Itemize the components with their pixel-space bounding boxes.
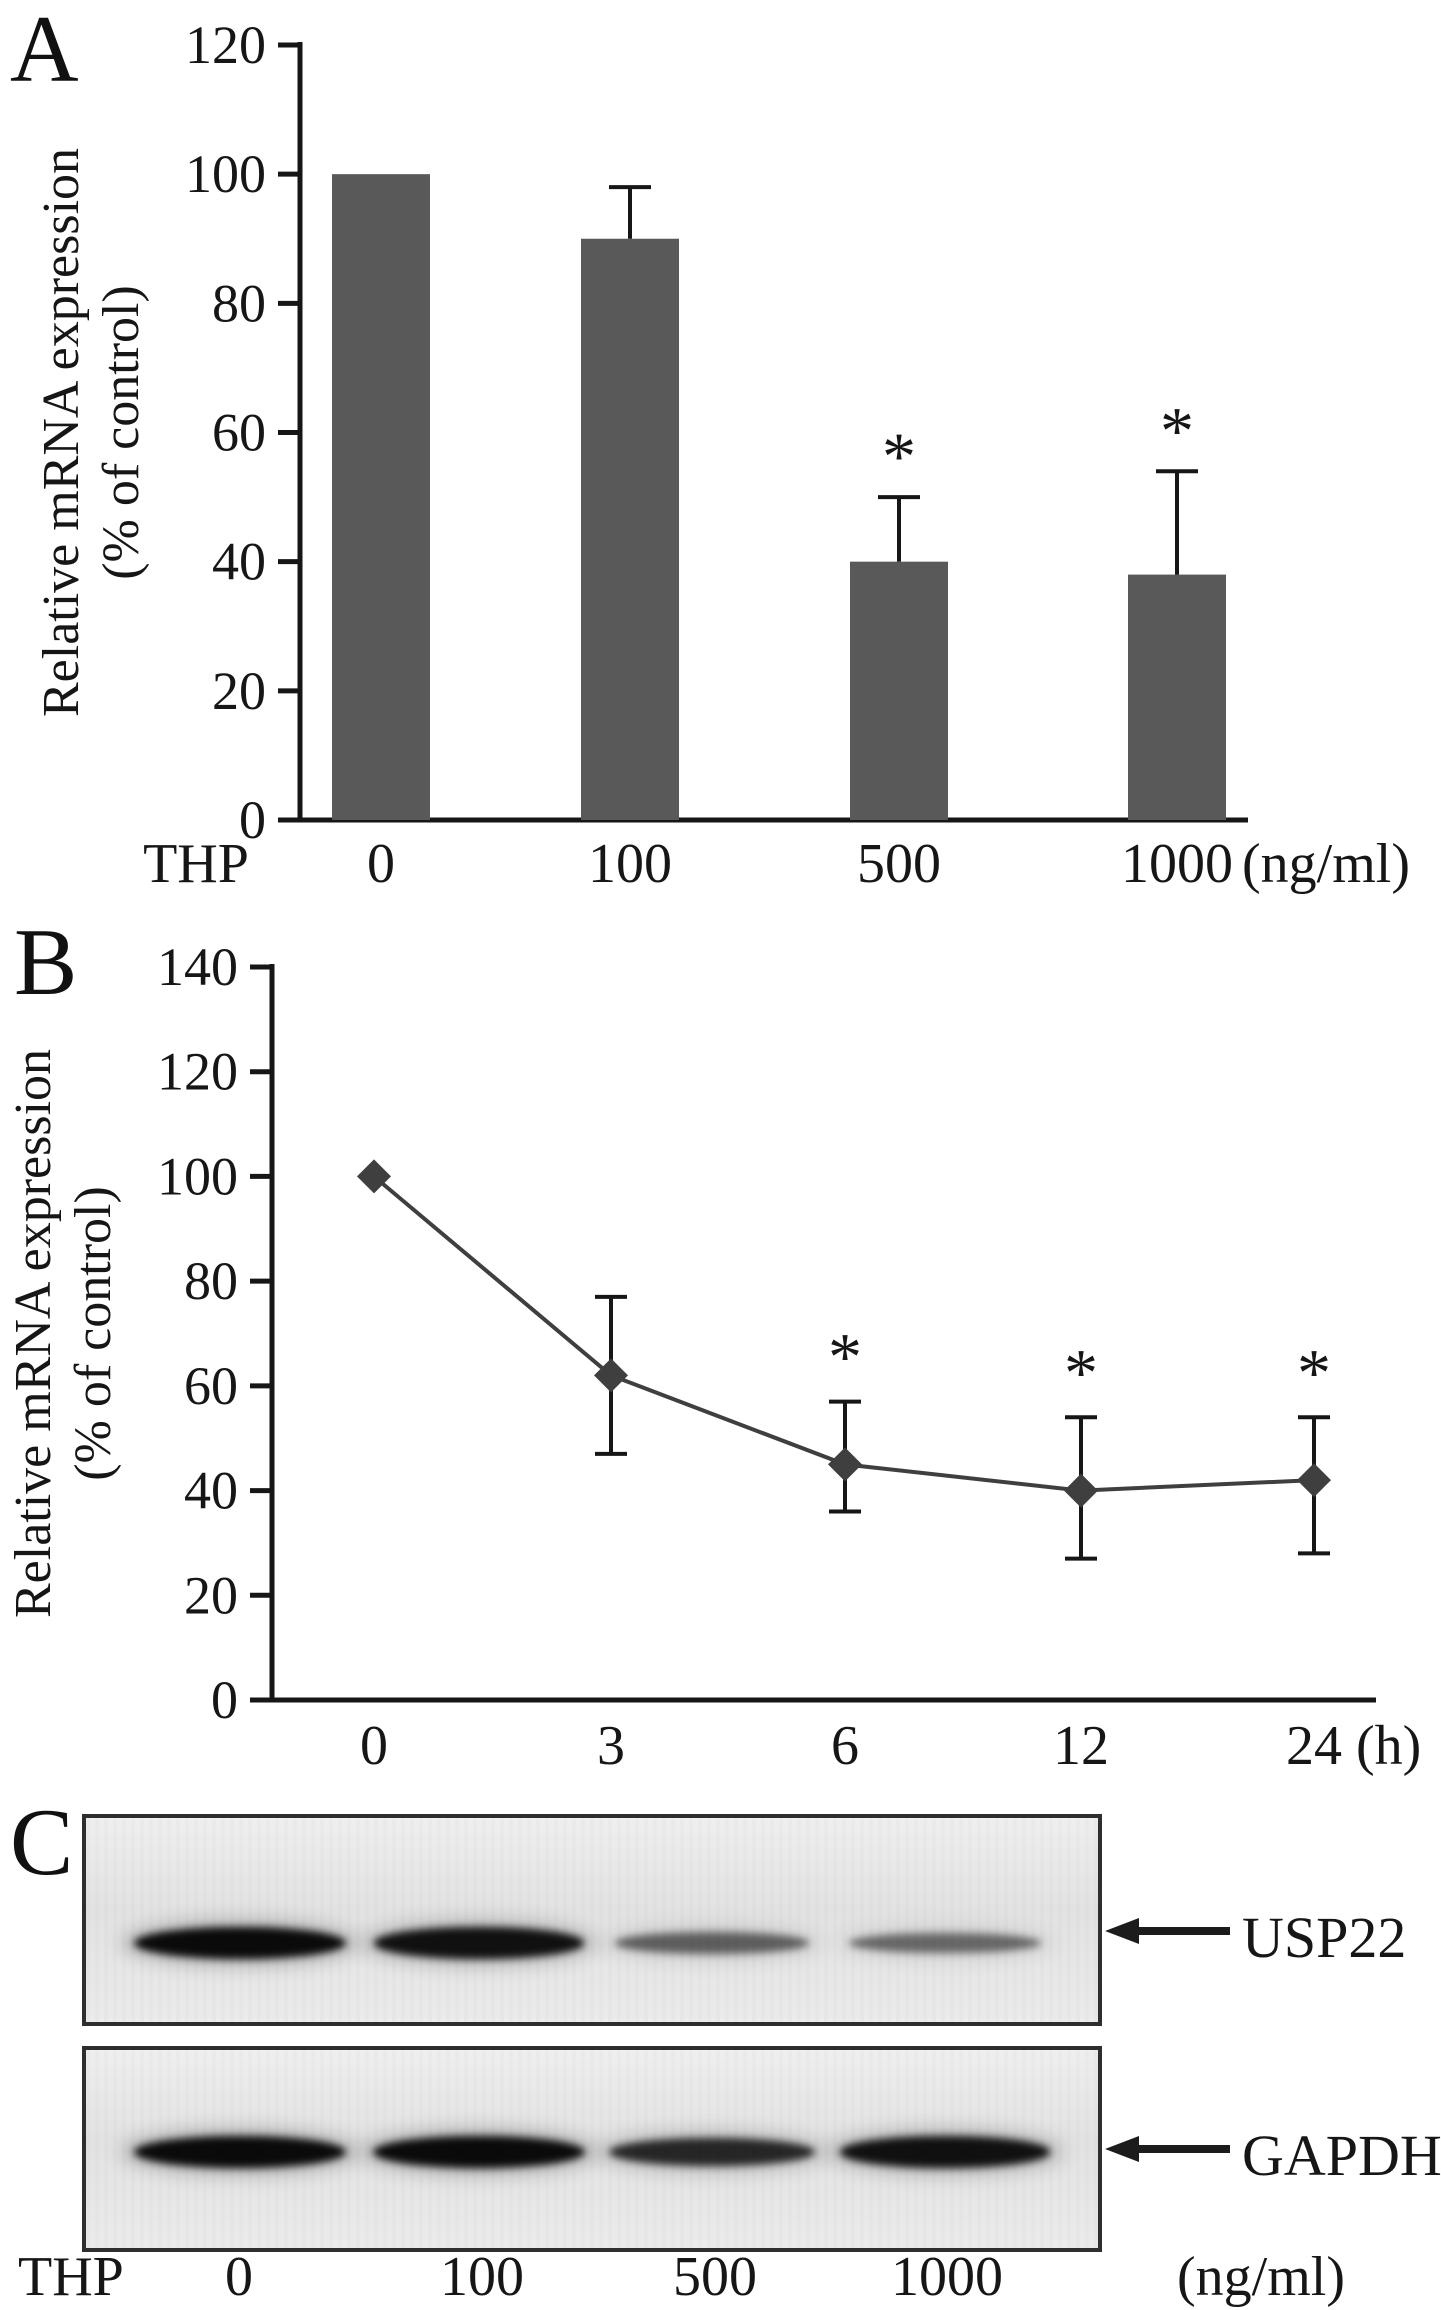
y-tick-label: 0: [239, 790, 266, 850]
y-tick-label: 120: [185, 15, 266, 75]
significance-asterisk: *: [882, 418, 916, 494]
panel-b-label: B: [14, 909, 78, 1015]
data-point-diamond: [1297, 1463, 1331, 1498]
usp22-arrow-icon: [1105, 1918, 1230, 1944]
protein-band: [134, 2136, 346, 2168]
y-tick-label: 100: [185, 144, 266, 204]
y-tick-label: 80: [184, 1251, 238, 1311]
protein-band: [134, 1927, 346, 1959]
gapdh-row-label: GAPDH: [1242, 2123, 1441, 2188]
significance-asterisk: *: [828, 1319, 862, 1395]
protein-band: [848, 1932, 1042, 1954]
x-axis-unit-label: (h): [1356, 1715, 1421, 1777]
data-point-diamond: [594, 1358, 628, 1393]
protein-band: [839, 2136, 1051, 2168]
protein-band: [373, 1927, 585, 1959]
y-axis-label-line1: Relative mRNA expression: [33, 148, 90, 717]
panel-a-bar-chart: 0 20 40 60 80 100 120 0 100 * 500 * 1000 THP (ng/ml) Re…: [33, 15, 1410, 895]
y-tick-label: 60: [184, 1356, 238, 1416]
blot-lane-label-100: 100: [440, 2246, 524, 2308]
y-tick-label: 80: [212, 273, 266, 333]
gapdh-arrow-icon: [1105, 2136, 1230, 2162]
y-tick-label: 40: [212, 532, 266, 592]
y-tick-label: 120: [157, 1042, 238, 1102]
bar: [332, 174, 430, 820]
x-tick-label: 24: [1286, 1715, 1342, 1777]
panel-c-label: C: [10, 1789, 74, 1895]
x-tick-label: 3: [597, 1715, 625, 1777]
y-tick-label: 20: [212, 661, 266, 721]
significance-asterisk: *: [1064, 1334, 1098, 1410]
y-tick-label: 140: [157, 937, 238, 997]
gapdh-blot-image: [82, 2046, 1102, 2252]
protein-band: [373, 2136, 585, 2168]
x-tick-label: 1000: [1121, 833, 1233, 895]
significance-asterisk: *: [1297, 1334, 1331, 1410]
y-tick-label: 0: [211, 1670, 238, 1730]
usp22-row-label: USP22: [1242, 1905, 1407, 1970]
x-axis-unit-label: (ng/ml): [1242, 833, 1410, 895]
data-point-diamond: [357, 1159, 391, 1194]
significance-asterisk: *: [1160, 392, 1194, 468]
bar: [850, 561, 948, 820]
data-point-diamond: [1064, 1473, 1098, 1508]
x-tick-label: 500: [857, 833, 941, 895]
panel-b-line-chart: 0 20 40 60 80 100 120 140 0 3 * 6 * 12 * 24 (h) Relative …: [5, 937, 1421, 1777]
y-tick-label: 100: [157, 1146, 238, 1206]
bar: [581, 238, 679, 820]
bar: [1128, 574, 1226, 820]
x-tick-label: 12: [1053, 1715, 1109, 1777]
x-axis-prefix-label: THP: [143, 833, 249, 895]
blot-lane-label-1000: 1000: [891, 2246, 1003, 2308]
y-axis-label-line1: Relative mRNA expression: [5, 1049, 62, 1618]
x-tick-label: 100: [588, 833, 672, 895]
data-point-diamond: [828, 1447, 862, 1482]
x-tick-label: 6: [831, 1715, 859, 1777]
blot-x-unit: (ng/ml): [1177, 2246, 1345, 2308]
y-axis-label-line2: (% of control): [65, 1186, 122, 1481]
panel-a-label: A: [10, 0, 79, 102]
y-tick-label: 40: [184, 1461, 238, 1521]
blot-lane-label-500: 500: [673, 2246, 757, 2308]
protein-band: [614, 1932, 810, 1954]
blot-lane-label-0: 0: [225, 2246, 253, 2308]
blot-x-prefix: THP: [18, 2246, 124, 2308]
y-axis-label-line2: (% of control): [93, 285, 150, 580]
protein-band: [609, 2137, 815, 2167]
y-tick-label: 60: [212, 403, 266, 463]
x-tick-label: 0: [360, 1715, 388, 1777]
x-tick-label: 0: [367, 833, 395, 895]
y-tick-label: 20: [184, 1565, 238, 1625]
usp22-blot-image: [82, 1814, 1102, 2026]
